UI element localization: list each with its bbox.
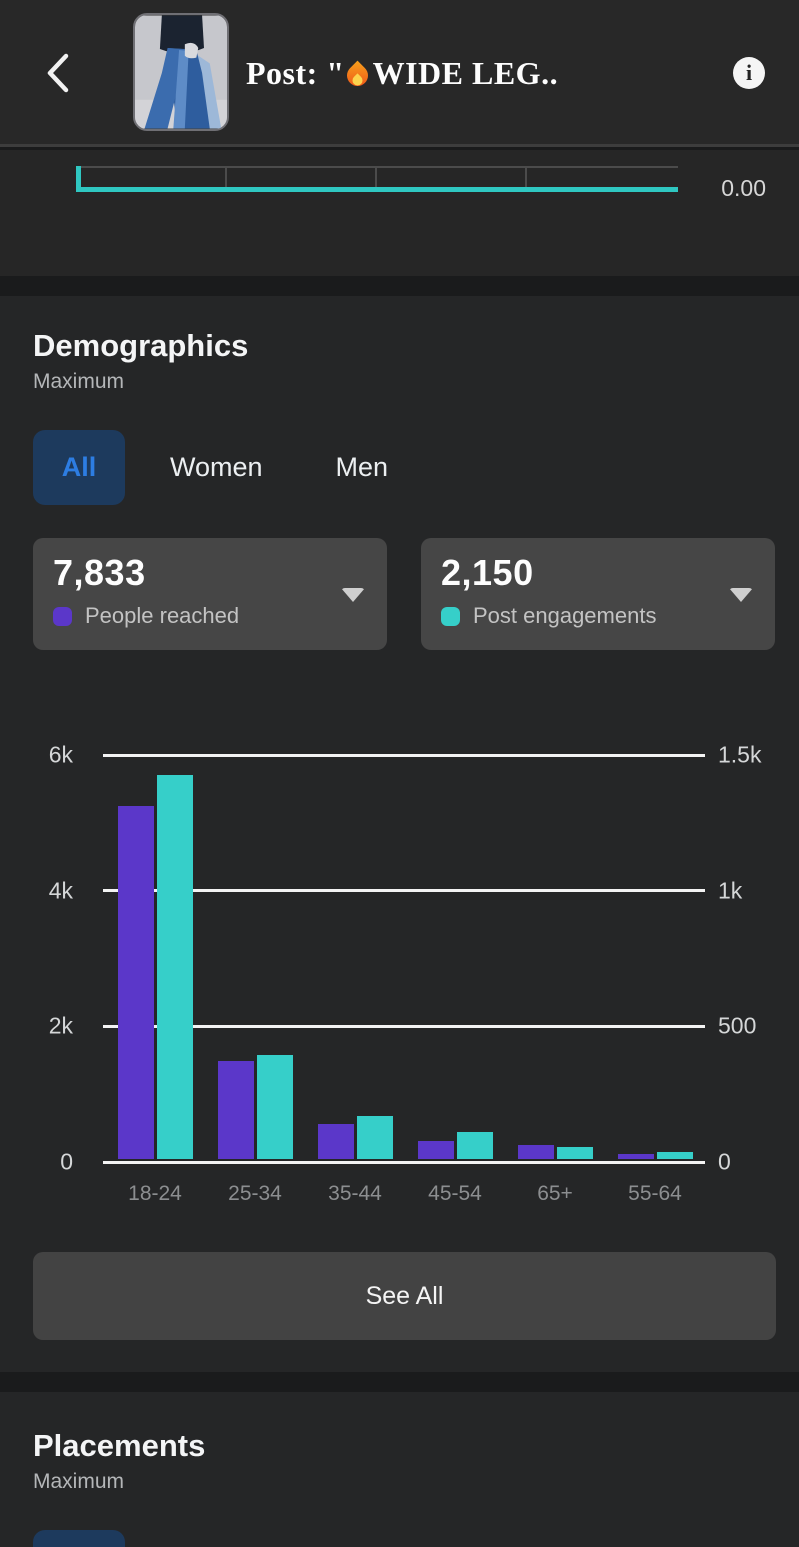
people-reached-value: 7,833 — [53, 552, 146, 593]
placements-title: Placements — [33, 1428, 206, 1463]
left-axis-tick: 6k — [48, 741, 73, 768]
mini-chart-gridline-top — [78, 166, 678, 168]
post-thumbnail[interactable] — [133, 13, 229, 131]
page-title: Post: " WIDE LEG.. — [246, 0, 558, 147]
mini-chart-gridline-v — [225, 166, 227, 190]
x-axis: 18-24 25-34 35-44 45-54 65+ 55-64 — [103, 1182, 705, 1212]
bar-post-engagements-65+ — [556, 1146, 593, 1159]
mini-chart-axis-label: 0.00 — [721, 175, 766, 201]
tab-men[interactable]: Men — [335, 452, 389, 482]
left-axis-tick: 0 — [60, 1148, 73, 1175]
bar-post-engagements-25-34 — [256, 1054, 293, 1159]
header: Post: " WIDE LEG.. i — [0, 0, 799, 147]
right-axis-tick: 500 — [718, 1012, 757, 1039]
post-engagements-label: Post engagements — [473, 603, 657, 628]
right-axis: 1.5k 1k 500 0 — [718, 742, 798, 1175]
demographics-section: Demographics Maximum All Women Men 7,833… — [0, 296, 799, 1372]
right-axis-tick: 1.5k — [718, 741, 762, 768]
mini-line-chart: 0.00 — [0, 150, 799, 276]
page-title-prefix: Post: " — [246, 55, 345, 91]
gridline — [103, 1160, 705, 1164]
mini-chart-gridline-v — [525, 166, 527, 190]
gridline — [103, 1024, 705, 1028]
mini-chart-gridline-v — [375, 166, 377, 190]
post-engagements-value: 2,150 — [441, 552, 534, 593]
chevron-left-icon — [47, 53, 69, 93]
x-axis-label: 35-44 — [328, 1182, 382, 1205]
people-reached-legend-dot — [53, 606, 72, 626]
chevron-down-icon[interactable] — [341, 588, 365, 602]
x-axis-label: 25-34 — [228, 1182, 282, 1205]
x-axis-label: 18-24 — [128, 1182, 182, 1205]
bar-post-engagements-18-24 — [156, 775, 193, 1159]
tab-all[interactable]: All — [33, 430, 125, 505]
people-reached-label: People reached — [85, 603, 240, 628]
section-divider — [0, 276, 799, 296]
gridline — [103, 753, 705, 757]
right-axis-tick: 1k — [718, 877, 743, 904]
info-icon: i — [745, 60, 753, 85]
demographics-subtitle: Maximum — [33, 370, 125, 393]
bar-people-reached-18-24 — [117, 806, 154, 1159]
demographics-title: Demographics — [33, 328, 249, 363]
bar-post-engagements-55-64 — [656, 1152, 693, 1159]
x-axis-label: 45-54 — [428, 1182, 482, 1205]
post-engagements-legend-dot — [441, 606, 460, 626]
gridline — [103, 889, 705, 893]
see-all-button[interactable]: See All — [33, 1252, 776, 1340]
section-divider — [0, 1372, 799, 1392]
mini-chart-line-drop — [76, 166, 81, 192]
bar-people-reached-65+ — [517, 1144, 554, 1159]
mini-chart-line — [76, 187, 678, 192]
bar-chart-plot — [103, 753, 705, 1164]
people-reached-card[interactable]: 7,833 People reached — [33, 538, 387, 650]
placements-section: Placements Maximum — [0, 1392, 799, 1547]
left-axis-tick: 4k — [48, 877, 73, 904]
back-button[interactable] — [40, 50, 76, 96]
info-button[interactable]: i — [733, 57, 765, 89]
x-axis-label: 55-64 — [628, 1182, 682, 1205]
demographics-bar-chart: 6k 4k 2k 0 1.5k 1k 500 0 18-24 25-34 35-44 45-54 6… — [0, 720, 799, 1220]
left-axis-tick: 2k — [48, 1012, 73, 1039]
post-engagements-card[interactable]: 2,150 Post engagements — [421, 538, 775, 650]
placements-subtitle: Maximum — [33, 1470, 125, 1493]
left-axis: 6k 4k 2k 0 — [0, 742, 88, 1175]
bar-people-reached-35-44 — [317, 1123, 354, 1159]
post-thumbnail-image — [135, 15, 227, 129]
bar-post-engagements-45-54 — [456, 1131, 493, 1159]
bar-post-engagements-35-44 — [356, 1115, 393, 1159]
page-title-rest: WIDE LEG.. — [372, 55, 559, 91]
bar-people-reached-25-34 — [217, 1060, 254, 1159]
fire-icon — [342, 60, 372, 91]
bar-people-reached-45-54 — [417, 1141, 454, 1159]
bar-people-reached-55-64 — [617, 1154, 654, 1159]
tab-women[interactable]: Women — [170, 452, 263, 482]
gender-tabs: All Women Men — [33, 430, 398, 505]
x-axis-label: 65+ — [537, 1182, 573, 1205]
chevron-down-icon[interactable] — [729, 588, 753, 602]
placements-tab-all[interactable] — [33, 1530, 125, 1547]
stat-cards: 7,833 People reached 2,150 Post engageme… — [33, 538, 776, 650]
right-axis-tick: 0 — [718, 1148, 731, 1175]
